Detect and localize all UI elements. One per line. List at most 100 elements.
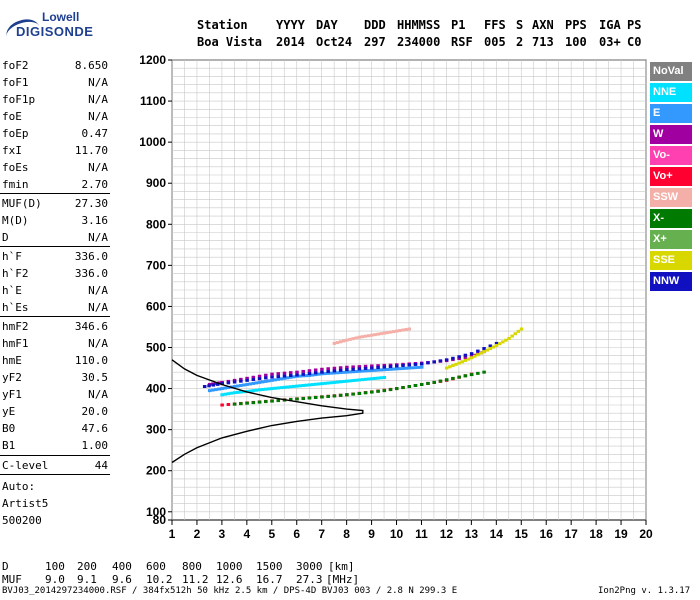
data-point [376,364,380,368]
param-value: 1.00 [81,439,109,452]
param-value: N/A [88,388,108,401]
data-point [251,401,256,405]
data-point [488,344,493,348]
param-value: N/A [88,93,108,106]
data-point [370,390,374,394]
data-point [270,372,274,376]
param-value: 47.6 [81,422,109,435]
data-point [232,380,237,384]
data-point [510,334,514,338]
auto-code: 500200 [2,514,42,527]
data-point [395,367,399,371]
data-point [354,336,358,340]
data-point [345,379,349,383]
data-point [348,337,352,341]
data-point [289,398,293,402]
data-point [376,366,380,370]
param-row: B1 1.00 [2,439,108,455]
x-tick-label: 16 [540,527,554,541]
data-point [320,395,324,399]
param-name: hmF2 [2,320,29,333]
data-point [313,373,318,377]
data-point [345,365,349,369]
data-point [516,329,521,333]
data-point [501,340,505,344]
data-point [207,389,212,393]
header-value: 2014 [276,35,305,49]
data-point [307,369,312,373]
data-point [348,379,352,383]
data-point [482,350,486,354]
data-point [320,372,324,376]
data-point [457,357,461,361]
data-point [351,392,355,396]
param-row: h`F2 336.0 [2,267,108,283]
data-point [438,359,443,363]
data-point [279,377,284,381]
data-point [245,382,249,386]
data-point [301,372,305,376]
muf-d-value: 3000 [296,560,323,573]
param-row: fxI 11.70 [2,144,108,160]
param-value: N/A [88,337,108,350]
y-tick-label: 80 [153,513,167,527]
data-point [391,330,396,334]
x-tick-label: 15 [515,527,529,541]
y-tick-label: 800 [146,217,166,231]
data-point [479,351,483,355]
data-point [438,379,443,383]
legend-item: Vo+ [650,167,692,186]
param-name: fmin [2,178,29,191]
data-point [317,382,321,386]
data-point [407,327,411,331]
data-point [301,383,305,387]
data-point [289,375,293,379]
data-point [335,341,340,345]
data-point [513,332,518,336]
param-name: D [2,231,9,244]
data-point [401,366,405,370]
param-row: C-level 44 [2,459,108,475]
data-point [332,369,337,373]
data-point [382,375,387,379]
y-tick-label: 900 [146,176,166,190]
data-point [282,385,287,389]
data-point [326,381,330,385]
data-point [448,365,452,369]
data-point [357,365,362,369]
muf-d-label: D [2,560,9,573]
data-point [488,347,493,351]
data-point [388,367,393,371]
data-point [289,385,293,389]
separator-line [0,193,110,194]
data-point [298,384,302,388]
data-point [351,367,355,371]
data-point [410,366,415,370]
param-value: N/A [88,301,108,314]
data-point [444,358,449,362]
y-tick-label: 1000 [139,135,166,149]
data-point [282,376,287,380]
data-point [285,385,290,389]
data-point [357,367,362,371]
param-value: N/A [88,161,108,174]
data-point [391,367,396,371]
data-point [301,369,305,373]
data-point [457,375,461,379]
muf-d-unit: [km] [328,560,355,573]
data-point [220,393,224,397]
data-point [232,391,237,395]
data-point [463,356,468,360]
data-point [376,376,380,380]
data-point [401,328,405,332]
header-label: YYYY [276,18,305,32]
param-row: foE N/A [2,110,108,126]
data-point [354,378,358,382]
x-tick-label: 6 [293,527,300,541]
data-point [382,365,387,369]
data-point [360,369,365,373]
data-point [285,376,290,380]
x-tick-label: 10 [390,527,404,541]
data-point [332,341,337,345]
data-point [320,382,324,386]
